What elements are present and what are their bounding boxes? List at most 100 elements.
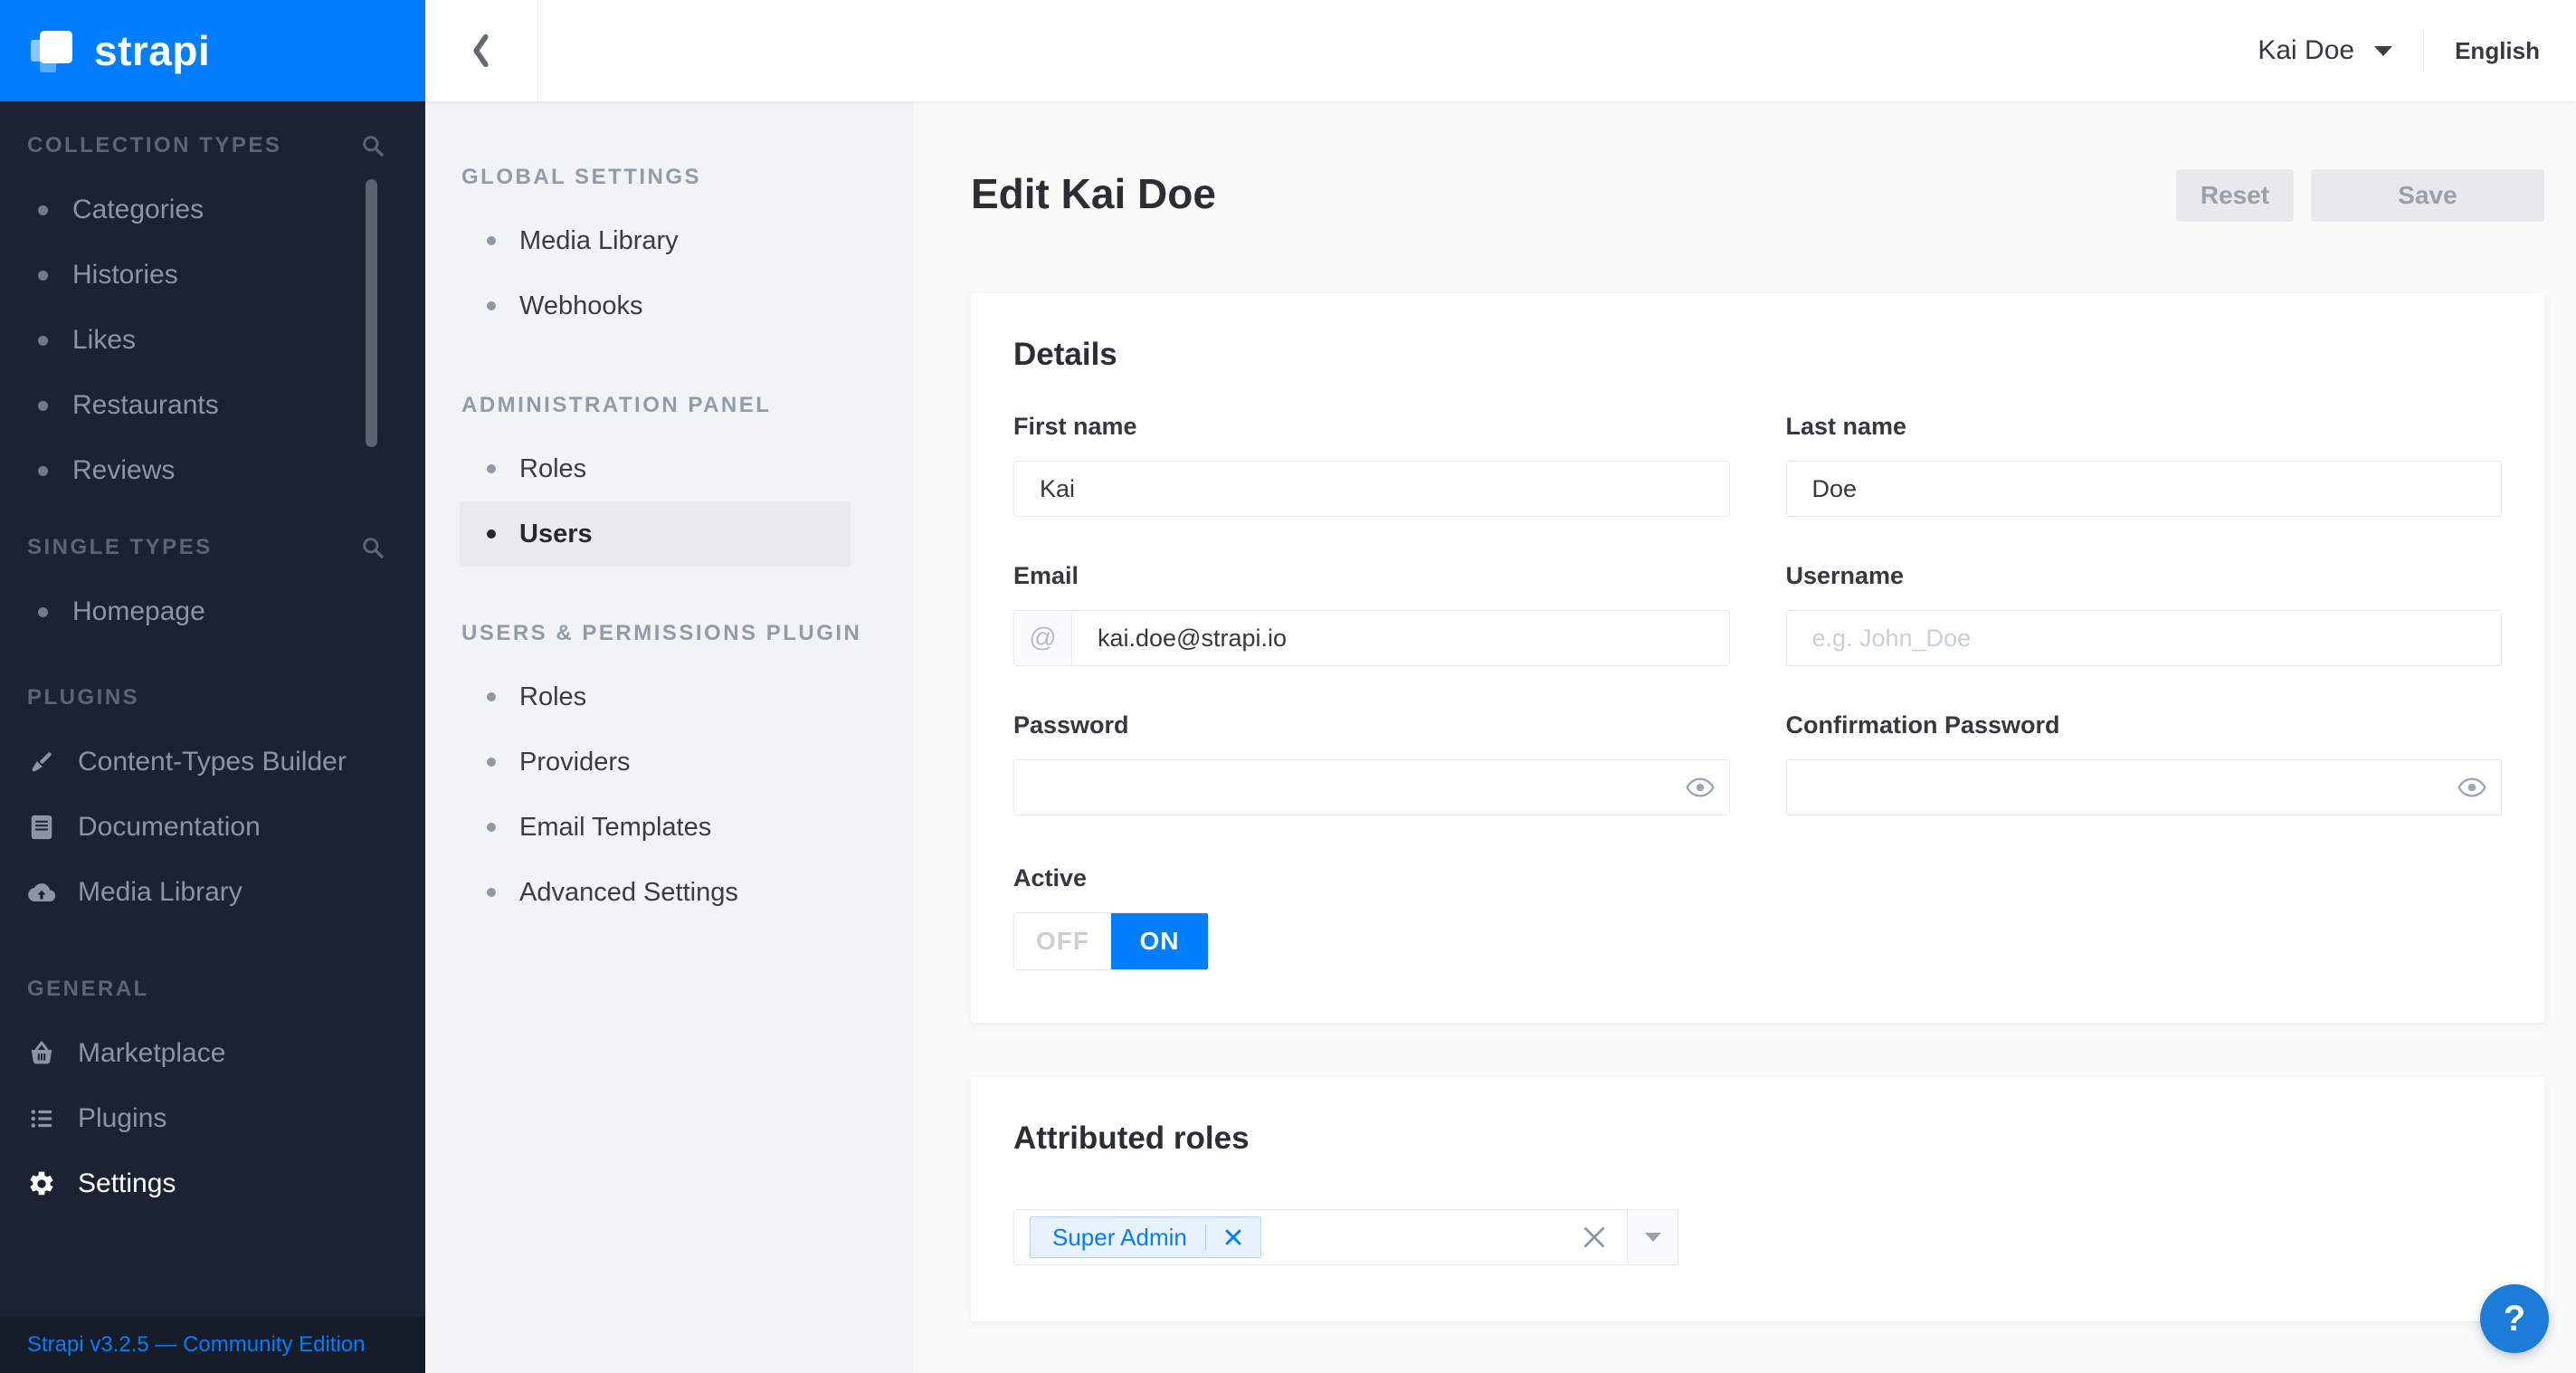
bullet-icon bbox=[487, 823, 496, 832]
reset-button[interactable]: Reset bbox=[2176, 169, 2294, 222]
close-icon bbox=[1582, 1225, 1607, 1250]
email-label: Email bbox=[1013, 562, 1079, 589]
brand-name: strapi bbox=[94, 27, 211, 74]
back-button[interactable] bbox=[425, 0, 538, 101]
confirmation-password-label: Confirmation Password bbox=[1785, 711, 2060, 739]
subnav-item-admin-users[interactable]: Users bbox=[460, 501, 851, 567]
top-bar: Kai Doe English bbox=[425, 0, 2576, 101]
sidebar-item-plugins[interactable]: Plugins bbox=[0, 1086, 425, 1151]
password-label: Password bbox=[1013, 711, 1129, 739]
sidebar-item-homepage[interactable]: Homepage bbox=[0, 579, 425, 644]
active-label: Active bbox=[1013, 864, 1088, 891]
sidebar-item-media-library[interactable]: Media Library bbox=[0, 860, 425, 925]
topbar-divider bbox=[2423, 31, 2425, 71]
sidebar-item-likes[interactable]: Likes bbox=[0, 308, 425, 373]
bullet-icon bbox=[487, 236, 496, 245]
single-types-header: SINGLE TYPES bbox=[27, 535, 213, 559]
subnav-item-admin-roles[interactable]: Roles bbox=[460, 436, 851, 501]
last-name-input[interactable] bbox=[1786, 462, 2501, 516]
first-name-label: First name bbox=[1013, 413, 1137, 440]
bullet-icon bbox=[487, 301, 496, 310]
bullet-icon bbox=[38, 270, 48, 281]
sidebar-footer: Strapi v3.2.5 — Community Edition bbox=[0, 1317, 425, 1373]
bullet-icon bbox=[38, 335, 48, 346]
section-single-types: SINGLE TYPES Homepage bbox=[0, 534, 425, 644]
users-permissions-header: USERS & PERMISSIONS PLUGIN bbox=[461, 621, 862, 645]
last-name-field: Last name bbox=[1785, 413, 2502, 517]
toggle-off-option[interactable]: OFF bbox=[1014, 913, 1111, 969]
details-heading: Details bbox=[1013, 337, 1117, 372]
sidebar-item-reviews[interactable]: Reviews bbox=[0, 438, 425, 503]
bullet-icon bbox=[38, 465, 48, 476]
user-name: Kai Doe bbox=[2258, 35, 2355, 65]
active-field: Active OFF ON bbox=[1013, 864, 1730, 970]
bullet-icon bbox=[38, 205, 48, 215]
username-input[interactable] bbox=[1786, 611, 2501, 665]
global-settings-header: GLOBAL SETTINGS bbox=[461, 165, 702, 189]
clear-selection-button[interactable] bbox=[1582, 1225, 1607, 1250]
save-button[interactable]: Save bbox=[2311, 169, 2544, 222]
username-field: Username bbox=[1785, 562, 2502, 666]
attributed-roles-card: Attributed roles Super Admin bbox=[971, 1077, 2544, 1321]
plugins-header: PLUGINS bbox=[27, 685, 140, 710]
remove-role-button[interactable] bbox=[1206, 1228, 1260, 1246]
close-icon bbox=[1224, 1228, 1242, 1246]
search-icon[interactable] bbox=[361, 134, 385, 158]
subnav-item-media-library[interactable]: Media Library bbox=[460, 208, 851, 273]
sidebar-item-marketplace[interactable]: Marketplace bbox=[0, 1021, 425, 1086]
strapi-version-link[interactable]: Strapi v3.2.5 — Community Edition bbox=[27, 1332, 366, 1357]
eye-icon bbox=[2457, 777, 2486, 798]
settings-subnav: GLOBAL SETTINGS Media Library Webhooks A… bbox=[425, 101, 914, 1373]
show-confirmation-password-button[interactable] bbox=[2443, 760, 2501, 815]
subnav-section-administration-panel: ADMINISTRATION PANEL Roles Users bbox=[425, 393, 914, 567]
main-content: Edit Kai Doe Reset Save Details First na… bbox=[914, 101, 2576, 1373]
show-password-button[interactable] bbox=[1671, 760, 1729, 815]
sidebar-item-categories[interactable]: Categories bbox=[0, 177, 425, 243]
basket-icon bbox=[25, 1039, 58, 1068]
email-field: Email @ bbox=[1013, 562, 1730, 666]
bullet-icon bbox=[38, 606, 48, 617]
toggle-on-option[interactable]: ON bbox=[1111, 913, 1208, 969]
section-general: GENERAL Marketplace Plugins Settings bbox=[0, 976, 425, 1216]
sidebar-item-content-types-builder[interactable]: Content-Types Builder bbox=[0, 729, 425, 795]
subnav-item-advanced-settings[interactable]: Advanced Settings bbox=[460, 860, 851, 925]
main-sidebar: strapi COLLECTION TYPES Categories Histo… bbox=[0, 0, 425, 1373]
password-field: Password bbox=[1013, 711, 1730, 815]
section-collection-types: COLLECTION TYPES Categories Histories Li… bbox=[0, 132, 425, 503]
tag-divider bbox=[1204, 1225, 1206, 1250]
open-dropdown-button[interactable] bbox=[1627, 1210, 1678, 1264]
section-plugins: PLUGINS Content-Types Builder Documentat… bbox=[0, 684, 425, 925]
chevron-left-icon bbox=[469, 32, 494, 70]
subnav-item-webhooks[interactable]: Webhooks bbox=[460, 273, 851, 338]
first-name-input[interactable] bbox=[1014, 462, 1729, 516]
subnav-item-up-roles[interactable]: Roles bbox=[460, 664, 851, 729]
email-input[interactable] bbox=[1072, 611, 1729, 665]
sidebar-item-documentation[interactable]: Documentation bbox=[0, 795, 425, 860]
bullet-icon bbox=[487, 888, 496, 897]
search-icon[interactable] bbox=[361, 536, 385, 560]
details-card: Details First name Last name Email @ Use… bbox=[971, 293, 2544, 1023]
role-tag-super-admin: Super Admin bbox=[1030, 1216, 1261, 1258]
password-input[interactable] bbox=[1014, 760, 1671, 815]
bullet-icon bbox=[487, 464, 496, 473]
sidebar-item-histories[interactable]: Histories bbox=[0, 243, 425, 308]
last-name-label: Last name bbox=[1785, 413, 1907, 440]
subnav-section-users-permissions: USERS & PERMISSIONS PLUGIN Roles Provide… bbox=[425, 621, 914, 925]
attributed-roles-heading: Attributed roles bbox=[1013, 1120, 1250, 1156]
active-toggle[interactable]: OFF ON bbox=[1013, 912, 1209, 970]
book-icon bbox=[25, 813, 58, 842]
help-button[interactable]: ? bbox=[2480, 1284, 2549, 1353]
strapi-logo[interactable]: strapi bbox=[0, 0, 425, 101]
sidebar-item-settings[interactable]: Settings bbox=[0, 1151, 425, 1216]
list-icon bbox=[25, 1105, 58, 1132]
subnav-item-providers[interactable]: Providers bbox=[460, 729, 851, 795]
roles-multiselect[interactable]: Super Admin bbox=[1013, 1209, 1678, 1265]
bullet-icon bbox=[38, 400, 48, 411]
confirmation-password-input[interactable] bbox=[1786, 760, 2443, 815]
chevron-down-icon bbox=[1644, 1233, 1661, 1242]
language-selector[interactable]: English bbox=[2455, 36, 2540, 64]
subnav-item-email-templates[interactable]: Email Templates bbox=[460, 795, 851, 860]
user-menu[interactable]: Kai Doe bbox=[2258, 35, 2393, 66]
sidebar-item-restaurants[interactable]: Restaurants bbox=[0, 373, 425, 438]
sidebar-scrollbar-thumb[interactable] bbox=[366, 179, 377, 447]
